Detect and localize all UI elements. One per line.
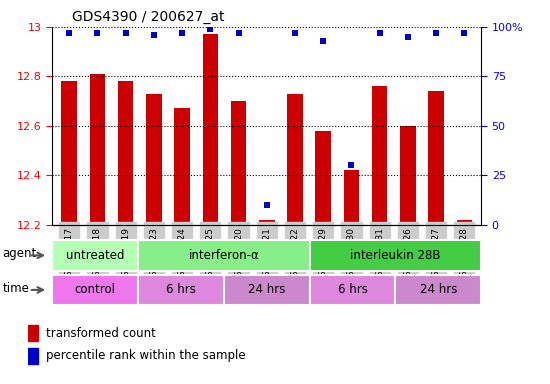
Text: 6 hrs: 6 hrs <box>166 283 196 296</box>
Text: interferon-α: interferon-α <box>189 249 259 262</box>
Point <box>178 30 186 36</box>
Bar <box>138 275 224 305</box>
Text: time: time <box>3 282 30 295</box>
Bar <box>28 348 38 364</box>
Bar <box>344 170 359 225</box>
Bar <box>456 220 472 225</box>
Text: transformed count: transformed count <box>46 327 156 340</box>
Text: untreated: untreated <box>66 249 124 262</box>
Bar <box>372 86 387 225</box>
Text: agent: agent <box>3 247 37 260</box>
Bar <box>174 108 190 225</box>
Bar <box>224 275 310 305</box>
Bar <box>428 91 444 225</box>
Text: percentile rank within the sample: percentile rank within the sample <box>46 349 246 362</box>
Bar <box>62 81 77 225</box>
Bar <box>259 220 274 225</box>
Bar <box>90 74 105 225</box>
Point <box>319 38 328 44</box>
Point <box>93 30 102 36</box>
Bar <box>138 240 310 271</box>
Text: GDS4390 / 200627_at: GDS4390 / 200627_at <box>72 10 224 23</box>
Point <box>432 30 441 36</box>
Bar <box>202 34 218 225</box>
Bar <box>310 240 481 271</box>
Point <box>150 32 158 38</box>
Point <box>404 34 412 40</box>
Point <box>460 30 469 36</box>
Bar <box>400 126 416 225</box>
Text: interleukin 28B: interleukin 28B <box>350 249 441 262</box>
Point <box>206 26 214 32</box>
Point <box>234 30 243 36</box>
Point <box>290 30 299 36</box>
Point <box>262 202 271 208</box>
Point <box>65 30 74 36</box>
Bar <box>28 325 38 341</box>
Bar <box>52 275 138 305</box>
Bar <box>146 94 162 225</box>
Bar <box>395 275 481 305</box>
Bar <box>118 81 134 225</box>
Text: 24 hrs: 24 hrs <box>248 283 285 296</box>
Text: 24 hrs: 24 hrs <box>420 283 457 296</box>
Point <box>121 30 130 36</box>
Point <box>375 30 384 36</box>
Bar <box>231 101 246 225</box>
Bar <box>52 240 138 271</box>
Point <box>347 162 356 168</box>
Text: 6 hrs: 6 hrs <box>338 283 367 296</box>
Bar <box>310 275 395 305</box>
Bar <box>287 94 303 225</box>
Bar <box>316 131 331 225</box>
Text: control: control <box>75 283 116 296</box>
